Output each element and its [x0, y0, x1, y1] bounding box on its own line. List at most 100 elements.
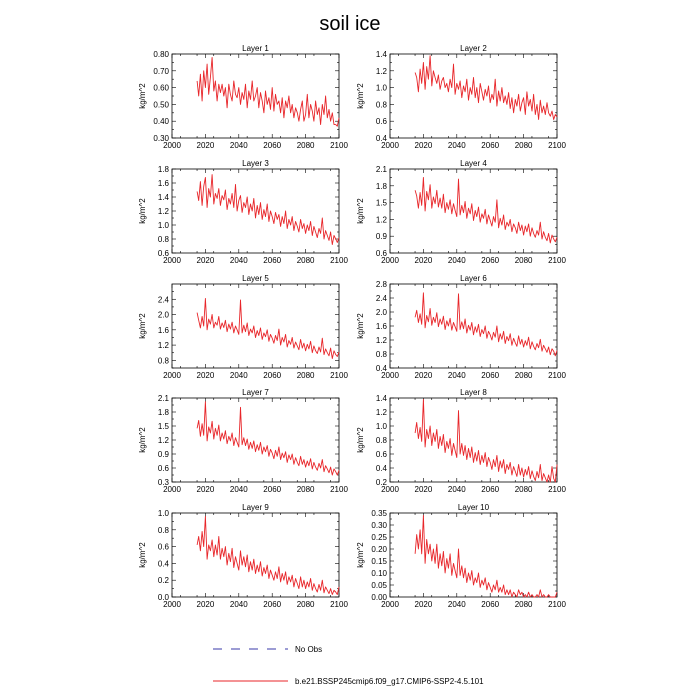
- x-tick-label: 2040: [230, 600, 248, 609]
- panel-layer-4: Layer 4 2000 2020 2040 2060 2080 2100 0.6 0.9 1.2…: [356, 159, 566, 265]
- panel-title: Layer 1: [242, 44, 269, 53]
- panel-grid: Layer 1 2000 2020 2040 2060 2080 2100 0.30 0.40 0…: [138, 44, 566, 609]
- y-tick-label: 0.2: [376, 478, 388, 487]
- x-tick-label: 2060: [263, 371, 281, 380]
- y-tick-label: 0.10: [371, 569, 387, 578]
- x-tick-label: 2080: [297, 141, 315, 150]
- y-tick-label: 0.35: [371, 509, 387, 518]
- y-tick-label: 0.15: [371, 557, 387, 566]
- y-tick-label: 0.30: [371, 521, 387, 530]
- y-tick-label: 2.0: [158, 311, 170, 320]
- panel-title: Layer 10: [458, 503, 490, 512]
- x-tick-label: 2040: [230, 141, 248, 150]
- series-line: [414, 292, 558, 357]
- x-tick-label: 2100: [330, 600, 348, 609]
- y-axis-label: kg/m^2: [356, 427, 365, 453]
- panel-layer-2: Layer 2 2000 2020 2040 2060 2080 2100 0.4 0.6 0.8…: [356, 44, 566, 150]
- y-tick-label: 0.30: [153, 134, 169, 143]
- y-tick-label: 0.8: [376, 436, 388, 445]
- y-tick-label: 1.8: [158, 408, 170, 417]
- x-tick-label: 2080: [515, 141, 533, 150]
- panel-title: Layer 2: [460, 44, 487, 53]
- x-tick-label: 2100: [330, 141, 348, 150]
- y-tick-label: 0.4: [376, 134, 388, 143]
- panel-title: Layer 6: [460, 274, 487, 283]
- panel-layer-8: Layer 8 2000 2020 2040 2060 2080 2100 0.2 0.4 0.6…: [356, 388, 566, 494]
- x-tick-label: 2040: [448, 600, 466, 609]
- y-tick-label: 0.9: [158, 450, 170, 459]
- series-line: [196, 401, 340, 476]
- y-tick-label: 0.50: [153, 100, 169, 109]
- y-tick-label: 1.5: [376, 199, 388, 208]
- x-tick-label: 2080: [515, 371, 533, 380]
- plot-frame: [171, 397, 340, 483]
- x-tick-label: 2020: [197, 371, 215, 380]
- panel-title: Layer 7: [242, 388, 269, 397]
- panel-layer-9: Layer 9 2000 2020 2040 2060 2080 2100 0.0 0.2 0.4…: [138, 503, 348, 609]
- x-tick-label: 2000: [163, 256, 181, 265]
- panel-layer-10: Layer 10 2000 2020 2040 2060 2080 2100 0.00 0.05…: [356, 503, 566, 609]
- y-tick-label: 0.0: [158, 593, 170, 602]
- panel-title: Layer 3: [242, 159, 269, 168]
- y-tick-label: 0.8: [158, 526, 170, 535]
- x-tick-label: 2020: [415, 256, 433, 265]
- y-tick-label: 2.1: [376, 165, 388, 174]
- figure-title: soil ice: [319, 13, 380, 35]
- y-tick-label: 1.6: [158, 179, 170, 188]
- y-tick-label: 1.4: [376, 50, 388, 59]
- x-tick-label: 2060: [263, 141, 281, 150]
- x-tick-label: 2040: [448, 485, 466, 494]
- x-tick-label: 2060: [481, 256, 499, 265]
- panel-layer-1: Layer 1 2000 2020 2040 2060 2080 2100 0.30 0.40 0…: [138, 44, 348, 150]
- x-tick-label: 2000: [381, 371, 399, 380]
- y-tick-label: 1.0: [158, 221, 170, 230]
- y-tick-label: 0.70: [153, 67, 169, 76]
- series-line: [196, 515, 340, 595]
- x-tick-label: 2060: [263, 600, 281, 609]
- x-tick-label: 2000: [381, 600, 399, 609]
- x-tick-label: 2040: [230, 256, 248, 265]
- x-tick-label: 2020: [197, 600, 215, 609]
- x-tick-label: 2000: [163, 141, 181, 150]
- x-tick-label: 2020: [415, 600, 433, 609]
- x-tick-label: 2000: [163, 485, 181, 494]
- series-line: [414, 55, 558, 120]
- y-tick-label: 1.8: [376, 182, 388, 191]
- legend-label-model: b.e21.BSSP245cmip6.f09_g17.CMIP6-SSP2-4.…: [295, 677, 484, 686]
- x-tick-label: 2080: [515, 256, 533, 265]
- x-tick-label: 2000: [163, 371, 181, 380]
- y-axis-label: kg/m^2: [138, 313, 147, 339]
- y-axis-label: kg/m^2: [138, 542, 147, 568]
- y-axis-label: kg/m^2: [356, 542, 365, 568]
- plot-frame: [171, 168, 340, 254]
- x-tick-label: 2040: [230, 371, 248, 380]
- y-tick-label: 1.2: [376, 67, 388, 76]
- y-tick-label: 1.5: [158, 422, 170, 431]
- y-tick-label: 0.6: [376, 117, 388, 126]
- y-axis-label: kg/m^2: [356, 83, 365, 109]
- y-tick-label: 0.6: [158, 464, 170, 473]
- legend: No Obs b.e21.BSSP245cmip6.f09_g17.CMIP6-…: [213, 645, 484, 686]
- x-tick-label: 2060: [263, 256, 281, 265]
- x-tick-label: 2020: [415, 371, 433, 380]
- y-tick-label: 0.00: [371, 593, 387, 602]
- panel-layer-7: Layer 7 2000 2020 2040 2060 2080 2100 0.3 0.6 0.9…: [138, 388, 348, 494]
- y-tick-label: 0.05: [371, 581, 387, 590]
- x-tick-label: 2100: [330, 256, 348, 265]
- x-tick-label: 2000: [381, 141, 399, 150]
- y-tick-label: 0.40: [153, 117, 169, 126]
- x-tick-label: 2020: [197, 485, 215, 494]
- y-tick-label: 0.6: [376, 450, 388, 459]
- y-axis-label: kg/m^2: [138, 427, 147, 453]
- plot-frame: [171, 283, 340, 369]
- y-tick-label: 1.0: [376, 422, 388, 431]
- x-tick-label: 2080: [297, 600, 315, 609]
- y-tick-label: 1.2: [376, 408, 388, 417]
- x-tick-label: 2020: [197, 256, 215, 265]
- y-tick-label: 0.4: [376, 364, 388, 373]
- x-tick-label: 2080: [297, 485, 315, 494]
- x-tick-label: 2060: [263, 485, 281, 494]
- y-tick-label: 0.8: [376, 350, 388, 359]
- y-axis-label: kg/m^2: [138, 83, 147, 109]
